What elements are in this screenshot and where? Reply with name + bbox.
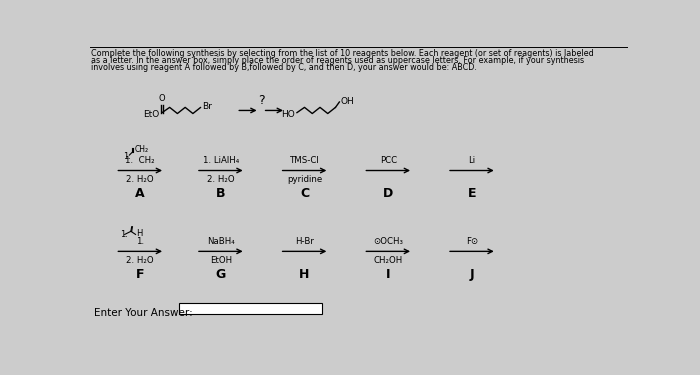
Text: B: B [216, 187, 225, 200]
Text: H: H [136, 229, 143, 238]
Text: 1.  CH₂: 1. CH₂ [125, 156, 155, 165]
Text: 2. H₂O: 2. H₂O [127, 175, 154, 184]
Text: F: F [136, 268, 144, 281]
Text: 2. H₂O: 2. H₂O [207, 175, 234, 184]
Text: D: D [383, 187, 393, 200]
Text: F⊙: F⊙ [466, 237, 478, 246]
Text: J: J [470, 268, 474, 281]
Text: Li: Li [468, 156, 475, 165]
Text: HO: HO [281, 110, 295, 119]
Text: Enter Your Answer:: Enter Your Answer: [94, 308, 193, 318]
Text: 1.: 1. [120, 230, 128, 239]
Text: PCC: PCC [379, 156, 397, 165]
Text: I: I [386, 268, 391, 281]
FancyBboxPatch shape [179, 303, 322, 314]
Text: 2. H₂O: 2. H₂O [127, 256, 154, 265]
Text: involves using reagent A followed by B,followed by C, and then D, your answer wo: involves using reagent A followed by B,f… [90, 63, 477, 72]
Text: EtOH: EtOH [210, 256, 232, 265]
Text: 1. LiAlH₄: 1. LiAlH₄ [203, 156, 239, 165]
Text: O: O [159, 94, 165, 103]
Text: E: E [468, 187, 476, 200]
Text: 1.: 1. [123, 152, 131, 161]
Text: Complete the following synthesis by selecting from the list of 10 reagents below: Complete the following synthesis by sele… [90, 49, 594, 58]
Text: 1.: 1. [136, 237, 144, 246]
Text: CH₂: CH₂ [135, 145, 149, 154]
Text: G: G [216, 268, 226, 281]
Text: pyridine: pyridine [287, 175, 322, 184]
Text: Br: Br [202, 102, 212, 111]
Text: NaBH₄: NaBH₄ [207, 237, 234, 246]
Text: A: A [135, 187, 145, 200]
Text: ?: ? [258, 94, 265, 107]
Text: EtO: EtO [144, 110, 160, 119]
Text: ⊙OCH₃: ⊙OCH₃ [373, 237, 403, 246]
Text: OH: OH [340, 97, 354, 106]
Text: TMS-Cl: TMS-Cl [290, 156, 319, 165]
Text: H: H [300, 268, 309, 281]
Text: CH₂OH: CH₂OH [374, 256, 402, 265]
Text: as a letter. In the answer box, simply place the order of reagents used as upper: as a letter. In the answer box, simply p… [90, 56, 584, 65]
Text: C: C [300, 187, 309, 200]
Text: H-Br: H-Br [295, 237, 314, 246]
